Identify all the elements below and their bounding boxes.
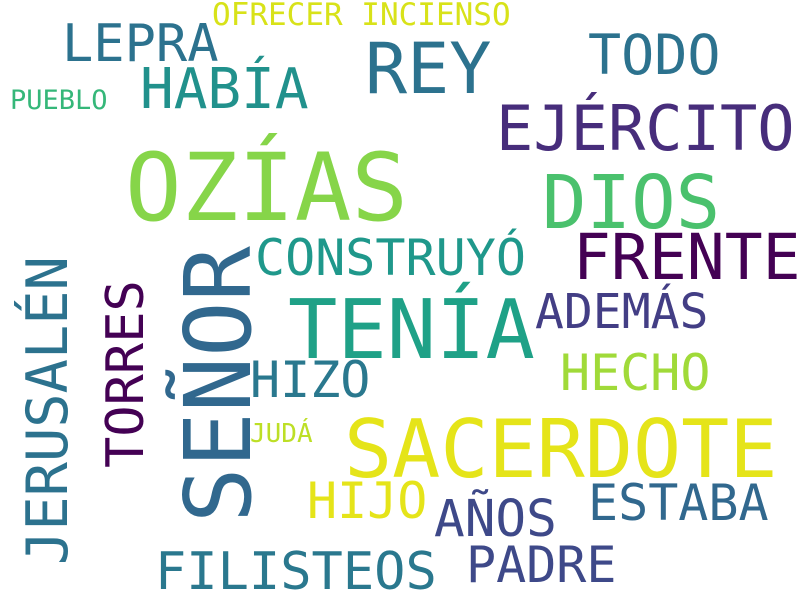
word-filisteos: FILISTEOS	[155, 542, 437, 600]
word-torres: TORRES	[96, 280, 156, 468]
word-estaba: ESTABA	[588, 474, 769, 532]
word-ofrecer-incienso: OFRECER INCIENSO	[212, 0, 511, 33]
word-todo: TODO	[588, 23, 721, 87]
word-dios: DIOS	[542, 160, 721, 246]
word-hecho: HECHO	[560, 344, 711, 402]
word-sacerdote: SACERDOTE	[344, 403, 778, 496]
word-pueblo: PUEBLO	[10, 85, 108, 116]
word-tenia: TENÍA	[288, 283, 535, 378]
word-juda: JUDÁ	[250, 419, 313, 449]
word-lepra: LEPRA	[62, 14, 219, 74]
word-jerusalen: JERUSALÉN	[15, 256, 81, 565]
word-habia: HABÍA	[140, 57, 309, 122]
word-ademas: ADEMÁS	[535, 284, 709, 340]
word-ejercito: EJÉRCITO	[496, 92, 795, 165]
word-padre: PADRE	[466, 536, 617, 594]
word-rey: REY	[365, 28, 492, 110]
word-frente: FRENTE	[573, 221, 800, 294]
word-hizo: HIZO	[250, 351, 371, 409]
word-hijo: HIJO	[307, 472, 428, 530]
word-anos: AÑOS	[434, 490, 557, 549]
word-construyo: CONSTRUYÓ	[255, 229, 526, 287]
word-ozias: OZÍAS	[125, 134, 408, 243]
